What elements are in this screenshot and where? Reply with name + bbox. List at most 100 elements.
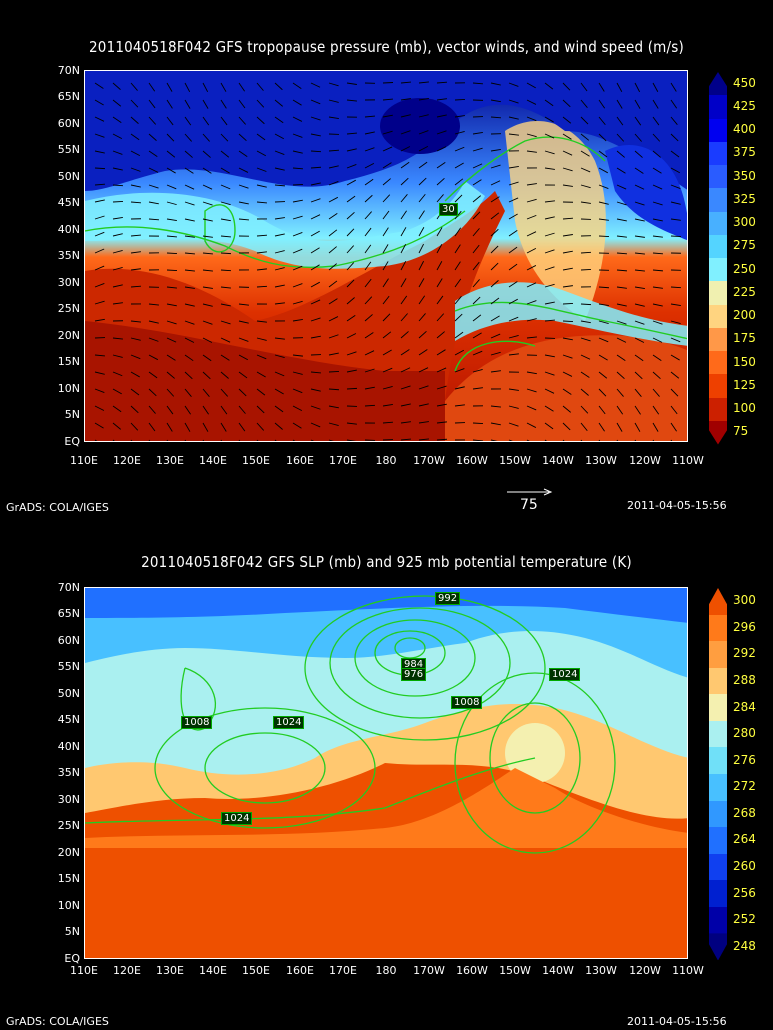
colorbar-segment xyxy=(709,118,727,143)
colorbar-segment xyxy=(709,747,727,775)
wind-vectors xyxy=(94,81,682,441)
colorbar-segment xyxy=(709,72,727,96)
colorbar-segment xyxy=(709,95,727,119)
colorbar-label: 450 xyxy=(733,75,756,90)
bottom-footer-right: 2011-04-05-15:56 xyxy=(627,1015,727,1028)
lon-label: 140W xyxy=(542,964,574,977)
top-colorbar xyxy=(709,72,727,445)
lat-label: EQ xyxy=(64,435,80,448)
lat-label: 30N xyxy=(57,276,80,289)
lat-label: 25N xyxy=(57,819,80,832)
lon-label: 160W xyxy=(456,454,488,467)
bottom-title: 2011040518F042 GFS SLP (mb) and 925 mb p… xyxy=(141,553,632,571)
colorbar-segment xyxy=(709,880,727,908)
lon-label: 160W xyxy=(456,964,488,977)
lat-label: 70N xyxy=(57,581,80,594)
lat-label: 40N xyxy=(57,223,80,236)
top-footer-left: GrADS: COLA/IGES xyxy=(6,501,109,514)
colorbar-label: 300 xyxy=(733,593,756,608)
colorbar-label: 288 xyxy=(733,673,756,687)
lat-label: 20N xyxy=(57,329,80,342)
colorbar-segment xyxy=(709,397,727,422)
top-map: 30 xyxy=(84,70,688,442)
lon-label: 110W xyxy=(672,454,704,467)
contour-label: 1008 xyxy=(181,716,213,729)
lat-label: 60N xyxy=(57,117,80,130)
top-contour-label: 30 xyxy=(439,203,458,216)
bottom-colorbar xyxy=(709,588,727,961)
colorbar-label: 300 xyxy=(733,215,756,230)
lat-label: 5N xyxy=(64,408,80,421)
colorbar-label: 250 xyxy=(733,261,756,276)
colorbar-label: 325 xyxy=(733,191,756,206)
top-title: 2011040518F042 GFS tropopause pressure (… xyxy=(89,38,684,56)
lat-label: 5N xyxy=(64,925,80,938)
lon-label: 170E xyxy=(329,454,357,467)
colorbar-segment xyxy=(709,933,727,961)
colorbar-segment xyxy=(709,853,727,881)
colorbar-label: 284 xyxy=(733,699,756,714)
lon-label: 150E xyxy=(242,964,270,977)
colorbar-label: 100 xyxy=(733,401,756,416)
top-footer-right: 2011-04-05-15:56 xyxy=(627,499,727,512)
top-panel: 2011040518F042 GFS tropopause pressure (… xyxy=(6,38,756,514)
lat-label: 55N xyxy=(57,660,80,673)
lat-label: 35N xyxy=(57,249,80,262)
colorbar-segment xyxy=(709,720,727,748)
colorbar-label: 375 xyxy=(733,145,756,160)
colorbar-label: 225 xyxy=(733,284,756,299)
lat-label: 30N xyxy=(57,793,80,806)
bottom-map: 992 984 976 1008 1024 1008 1024 1024 xyxy=(84,587,688,959)
lon-label: 140W xyxy=(542,454,574,467)
colorbar-segment xyxy=(709,165,727,189)
colorbar-label: 248 xyxy=(733,938,756,953)
lat-label: 10N xyxy=(57,382,80,395)
lat-label: 65N xyxy=(57,607,80,620)
colorbar-label: 175 xyxy=(733,331,756,346)
lon-label: 120E xyxy=(113,454,141,467)
colorbar-segment xyxy=(709,188,727,212)
lat-label: 45N xyxy=(57,713,80,726)
colorbar-label: 125 xyxy=(733,377,756,392)
contour-label: 1024 xyxy=(221,812,253,825)
colorbar-segment xyxy=(709,258,727,282)
colorbar-segment xyxy=(709,800,727,828)
colorbar-segment xyxy=(709,141,727,166)
lon-label: 170W xyxy=(413,964,445,977)
lon-label: 120E xyxy=(113,964,141,977)
bottom-panel: 2011040518F042 GFS SLP (mb) and 925 mb p… xyxy=(0,520,773,1030)
lat-label: 20N xyxy=(57,846,80,859)
colorbar-label: 200 xyxy=(733,308,756,323)
lon-label: 130W xyxy=(585,964,617,977)
vector-reference-label: 75 xyxy=(520,497,538,513)
colorbar-segment xyxy=(709,374,727,398)
top-map-field xyxy=(85,71,687,441)
lon-label: 150W xyxy=(499,964,531,977)
lon-label: 120W xyxy=(629,454,661,467)
colorbar-segment xyxy=(709,774,727,802)
lon-label: 150W xyxy=(499,454,531,467)
lat-label: 65N xyxy=(57,90,80,103)
colorbar-segment xyxy=(709,614,727,642)
colorbar-label: 425 xyxy=(733,98,756,113)
colorbar-segment xyxy=(709,588,727,616)
colorbar-label: 292 xyxy=(733,646,756,661)
colorbar-segment xyxy=(709,327,727,352)
colorbar-segment xyxy=(709,667,727,695)
lon-label: 160E xyxy=(286,964,314,977)
colorbar-segment xyxy=(709,211,727,236)
lon-label: 150E xyxy=(242,454,270,467)
contour-label: 1008 xyxy=(451,696,483,709)
lon-label: 110E xyxy=(70,454,98,467)
colorbar-segment xyxy=(709,281,727,305)
colorbar-segment xyxy=(709,420,727,445)
colorbar-segment xyxy=(709,641,727,669)
lon-label: 180 xyxy=(375,454,397,467)
colorbar-label: 260 xyxy=(733,859,756,873)
lon-label: 160E xyxy=(286,454,314,467)
colorbar-segment xyxy=(709,694,727,722)
colorbar-label: 275 xyxy=(733,238,756,253)
colorbar-segment xyxy=(709,906,727,934)
colorbar-label: 256 xyxy=(733,885,756,900)
lon-label: 170W xyxy=(413,454,445,467)
